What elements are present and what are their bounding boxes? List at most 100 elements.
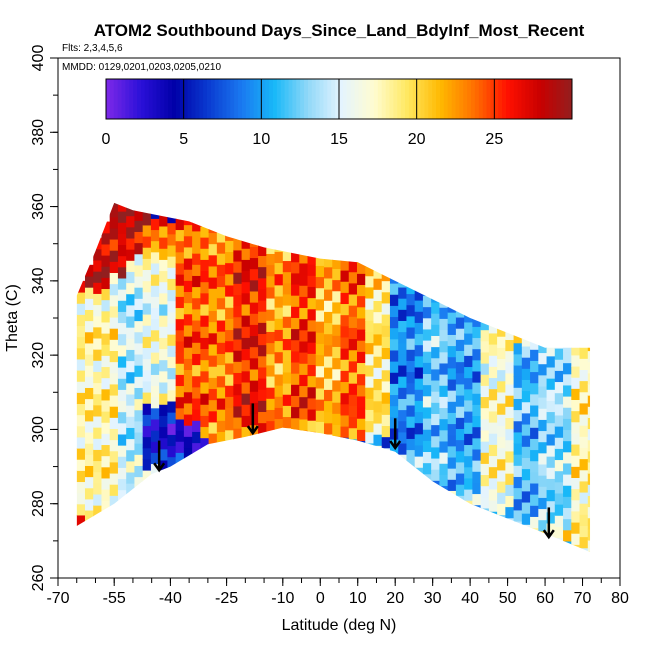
heatmap-cell: [406, 449, 416, 462]
heatmap-cell: [340, 381, 350, 394]
heatmap-cell: [282, 405, 292, 418]
heatmap-cell: [324, 411, 333, 424]
heatmap-cell: [101, 489, 111, 501]
heatmap-cell: [381, 336, 391, 349]
heatmap-cell: [497, 514, 506, 527]
heatmap-cell: [258, 389, 267, 401]
heatmap-cell: [208, 265, 218, 278]
colorbar-swatch: [486, 79, 491, 119]
heatmap-cell: [117, 289, 127, 301]
heatmap-cell: [488, 466, 498, 479]
heatmap-cell: [472, 437, 482, 450]
colorbar-swatch: [319, 79, 324, 119]
heatmap-cell: [464, 411, 473, 423]
colorbar-swatch: [191, 79, 196, 119]
heatmap-cell: [538, 430, 548, 443]
heatmap-cell: [579, 469, 589, 482]
heatmap-cell: [291, 295, 300, 307]
heatmap-cell: [200, 359, 210, 372]
heatmap-cell: [455, 406, 465, 418]
heatmap-cell: [422, 373, 432, 386]
heatmap-cell: [291, 417, 300, 430]
heatmap-cell: [422, 317, 432, 330]
heatmap-cell: [505, 484, 515, 496]
heatmap-cell: [192, 386, 201, 399]
arrow-head: [542, 529, 555, 540]
heatmap-cell: [406, 393, 416, 406]
heatmap-cell: [563, 474, 572, 486]
heatmap-cell: [274, 318, 284, 330]
heatmap-cell: [587, 361, 591, 374]
heatmap-cell: [505, 428, 515, 441]
heatmap-cell: [84, 509, 94, 522]
heatmap-cell: [389, 361, 399, 373]
y-tick-label: 340: [30, 267, 47, 294]
heatmap-cell: [422, 440, 432, 453]
heatmap-cell: [299, 318, 309, 331]
heatmap-cell: [464, 377, 473, 390]
colorbar-swatch: [432, 79, 437, 119]
heatmap-cell: [266, 286, 276, 299]
heatmap-cell: [93, 293, 103, 306]
heatmap-cell: [480, 329, 490, 342]
heatmap-cell: [414, 277, 424, 290]
heatmap-cell: [225, 385, 234, 397]
heatmap-cell: [109, 238, 119, 251]
heatmap-cell: [200, 281, 210, 294]
heatmap-cell: [142, 380, 152, 393]
heatmap-cell: [447, 356, 457, 369]
heatmap-cell: [200, 426, 210, 439]
heatmap-cell: [472, 359, 482, 372]
heatmap-cell: [101, 333, 111, 345]
heatmap-cell: [497, 336, 506, 348]
heatmap-cell: [126, 483, 136, 495]
heatmap-cell: [208, 343, 218, 356]
heatmap-cell: [208, 377, 218, 390]
heatmap-cell: [497, 391, 506, 404]
heatmap-cell: [546, 366, 556, 379]
heatmap-cell: [208, 432, 218, 445]
colorbar-swatch: [160, 79, 165, 119]
heatmap-cell: [233, 428, 243, 440]
heatmap-cell: [134, 487, 144, 500]
heatmap-cell: [389, 294, 399, 306]
heatmap-cell: [307, 353, 317, 365]
heatmap-cell: [365, 420, 375, 433]
heatmap-cell: [587, 484, 591, 496]
colorbar-swatch: [137, 79, 142, 119]
heatmap-cell: [282, 260, 292, 273]
heatmap-cell: [340, 270, 350, 282]
heatmap-cell: [488, 433, 498, 445]
heatmap-cell: [497, 358, 506, 371]
heatmap-cell: [521, 345, 531, 358]
heatmap-cell: [282, 293, 292, 306]
heatmap-cell: [324, 311, 333, 324]
heatmap-cell: [183, 269, 193, 281]
heatmap-cell: [579, 380, 589, 393]
heatmap-cell: [225, 396, 234, 409]
heatmap-cell: [563, 529, 572, 542]
heatmap-cell: [109, 428, 119, 441]
heatmap-cell: [480, 351, 490, 364]
heatmap-cell: [340, 348, 350, 360]
heatmap-cell: [315, 376, 325, 389]
colorbar-swatch: [156, 79, 161, 119]
heatmap-cell: [150, 229, 160, 242]
colorbar-swatch: [358, 79, 363, 119]
colorbar-swatch: [552, 79, 557, 119]
heatmap-cell: [192, 264, 201, 276]
heatmap-cell: [563, 462, 572, 475]
heatmap-cell: [84, 498, 94, 511]
heatmap-cell: [472, 304, 482, 316]
heatmap-cell: [200, 237, 210, 249]
heatmap-cell: [249, 268, 259, 281]
heatmap-cell: [497, 492, 506, 504]
heatmap-cell: [348, 416, 358, 429]
heatmap-cell: [340, 247, 350, 260]
heatmap-cell: [513, 342, 523, 355]
heatmap-cell: [365, 286, 375, 299]
heatmap-cell: [134, 443, 144, 455]
heatmap-cell: [497, 480, 506, 493]
heatmap-cell: [216, 431, 226, 444]
colorbar-swatch: [533, 79, 538, 119]
